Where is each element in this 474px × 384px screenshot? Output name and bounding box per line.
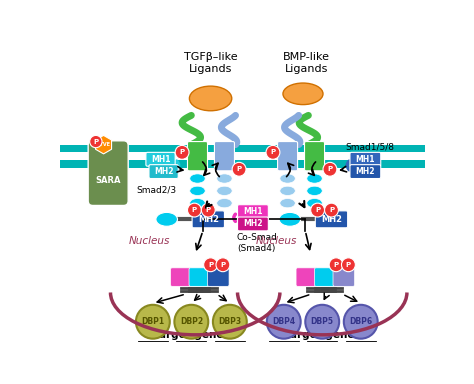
- Circle shape: [329, 258, 343, 272]
- Circle shape: [344, 305, 378, 339]
- Text: Target genes: Target genes: [284, 330, 361, 340]
- Text: P: P: [346, 262, 351, 268]
- FancyBboxPatch shape: [278, 142, 298, 171]
- Bar: [61, 160, 425, 168]
- Ellipse shape: [217, 199, 232, 208]
- FancyBboxPatch shape: [88, 141, 128, 205]
- Circle shape: [232, 162, 246, 176]
- Circle shape: [216, 258, 230, 272]
- Ellipse shape: [217, 174, 232, 183]
- Ellipse shape: [190, 186, 205, 195]
- Ellipse shape: [283, 83, 323, 104]
- Text: DBP4: DBP4: [272, 317, 295, 326]
- FancyBboxPatch shape: [350, 165, 381, 179]
- Circle shape: [174, 305, 208, 339]
- Ellipse shape: [190, 86, 232, 111]
- Text: P: P: [334, 262, 338, 268]
- Text: P: P: [315, 207, 320, 213]
- Text: DBP6: DBP6: [349, 317, 372, 326]
- FancyBboxPatch shape: [333, 268, 355, 286]
- FancyBboxPatch shape: [146, 152, 175, 166]
- FancyBboxPatch shape: [149, 165, 178, 179]
- Text: P: P: [180, 149, 185, 156]
- Ellipse shape: [280, 174, 295, 183]
- FancyBboxPatch shape: [350, 152, 381, 166]
- Text: P: P: [192, 207, 197, 213]
- Ellipse shape: [307, 199, 322, 208]
- Text: TGFβ–like
Ligands: TGFβ–like Ligands: [184, 52, 237, 74]
- Text: MH2: MH2: [321, 215, 342, 224]
- Ellipse shape: [217, 186, 232, 195]
- FancyBboxPatch shape: [315, 211, 347, 228]
- Ellipse shape: [307, 186, 322, 195]
- Ellipse shape: [156, 212, 177, 226]
- Text: DBP5: DBP5: [311, 317, 334, 326]
- Circle shape: [175, 146, 189, 159]
- FancyBboxPatch shape: [189, 268, 210, 286]
- Text: MH2: MH2: [356, 167, 375, 176]
- Circle shape: [325, 203, 338, 217]
- Text: DBP3: DBP3: [218, 317, 241, 326]
- Circle shape: [323, 162, 337, 176]
- Text: MH2: MH2: [243, 219, 263, 228]
- Circle shape: [310, 203, 325, 217]
- Text: P: P: [329, 207, 334, 213]
- Text: MH2: MH2: [198, 215, 219, 224]
- Text: DBP2: DBP2: [180, 317, 203, 326]
- Text: P: P: [237, 166, 242, 172]
- Circle shape: [341, 258, 356, 272]
- Text: Smad2/3: Smad2/3: [137, 185, 177, 194]
- FancyBboxPatch shape: [171, 268, 192, 286]
- Circle shape: [267, 305, 301, 339]
- Text: FYVE: FYVE: [97, 142, 110, 147]
- Text: MH1: MH1: [356, 155, 375, 164]
- Text: P: P: [270, 149, 275, 156]
- Text: Nucleus: Nucleus: [255, 236, 297, 246]
- Text: DBP1: DBP1: [141, 317, 164, 326]
- Ellipse shape: [190, 174, 205, 183]
- Ellipse shape: [307, 174, 322, 183]
- Text: Nucleus: Nucleus: [128, 236, 170, 246]
- Text: P: P: [208, 262, 213, 268]
- Text: Co-Smad
(Smad4): Co-Smad (Smad4): [237, 233, 277, 253]
- FancyBboxPatch shape: [214, 142, 235, 171]
- Circle shape: [266, 146, 280, 159]
- Text: P: P: [220, 262, 226, 268]
- Text: MH1: MH1: [243, 207, 263, 216]
- Text: Target genes: Target genes: [153, 330, 229, 340]
- FancyBboxPatch shape: [237, 205, 268, 218]
- Text: BMP-like
Ligands: BMP-like Ligands: [283, 52, 330, 74]
- FancyBboxPatch shape: [296, 268, 318, 286]
- Circle shape: [201, 203, 215, 217]
- Circle shape: [305, 305, 339, 339]
- Circle shape: [188, 203, 201, 217]
- FancyBboxPatch shape: [208, 268, 229, 286]
- Ellipse shape: [279, 212, 301, 226]
- Circle shape: [204, 258, 218, 272]
- Ellipse shape: [280, 186, 295, 195]
- FancyBboxPatch shape: [304, 142, 325, 171]
- Text: Smad1/5/8: Smad1/5/8: [346, 142, 394, 151]
- Text: P: P: [328, 166, 332, 172]
- Circle shape: [213, 305, 247, 339]
- Ellipse shape: [190, 199, 205, 208]
- Text: MH2: MH2: [154, 167, 173, 176]
- Text: P: P: [206, 207, 211, 213]
- FancyBboxPatch shape: [237, 217, 268, 231]
- Circle shape: [136, 305, 170, 339]
- Text: P: P: [93, 139, 99, 144]
- Text: SARA: SARA: [95, 176, 121, 185]
- Circle shape: [90, 136, 102, 148]
- FancyBboxPatch shape: [192, 211, 225, 228]
- Bar: [61, 145, 425, 152]
- Text: MH1: MH1: [151, 155, 170, 164]
- Ellipse shape: [280, 199, 295, 208]
- FancyBboxPatch shape: [315, 268, 336, 286]
- FancyBboxPatch shape: [188, 142, 208, 171]
